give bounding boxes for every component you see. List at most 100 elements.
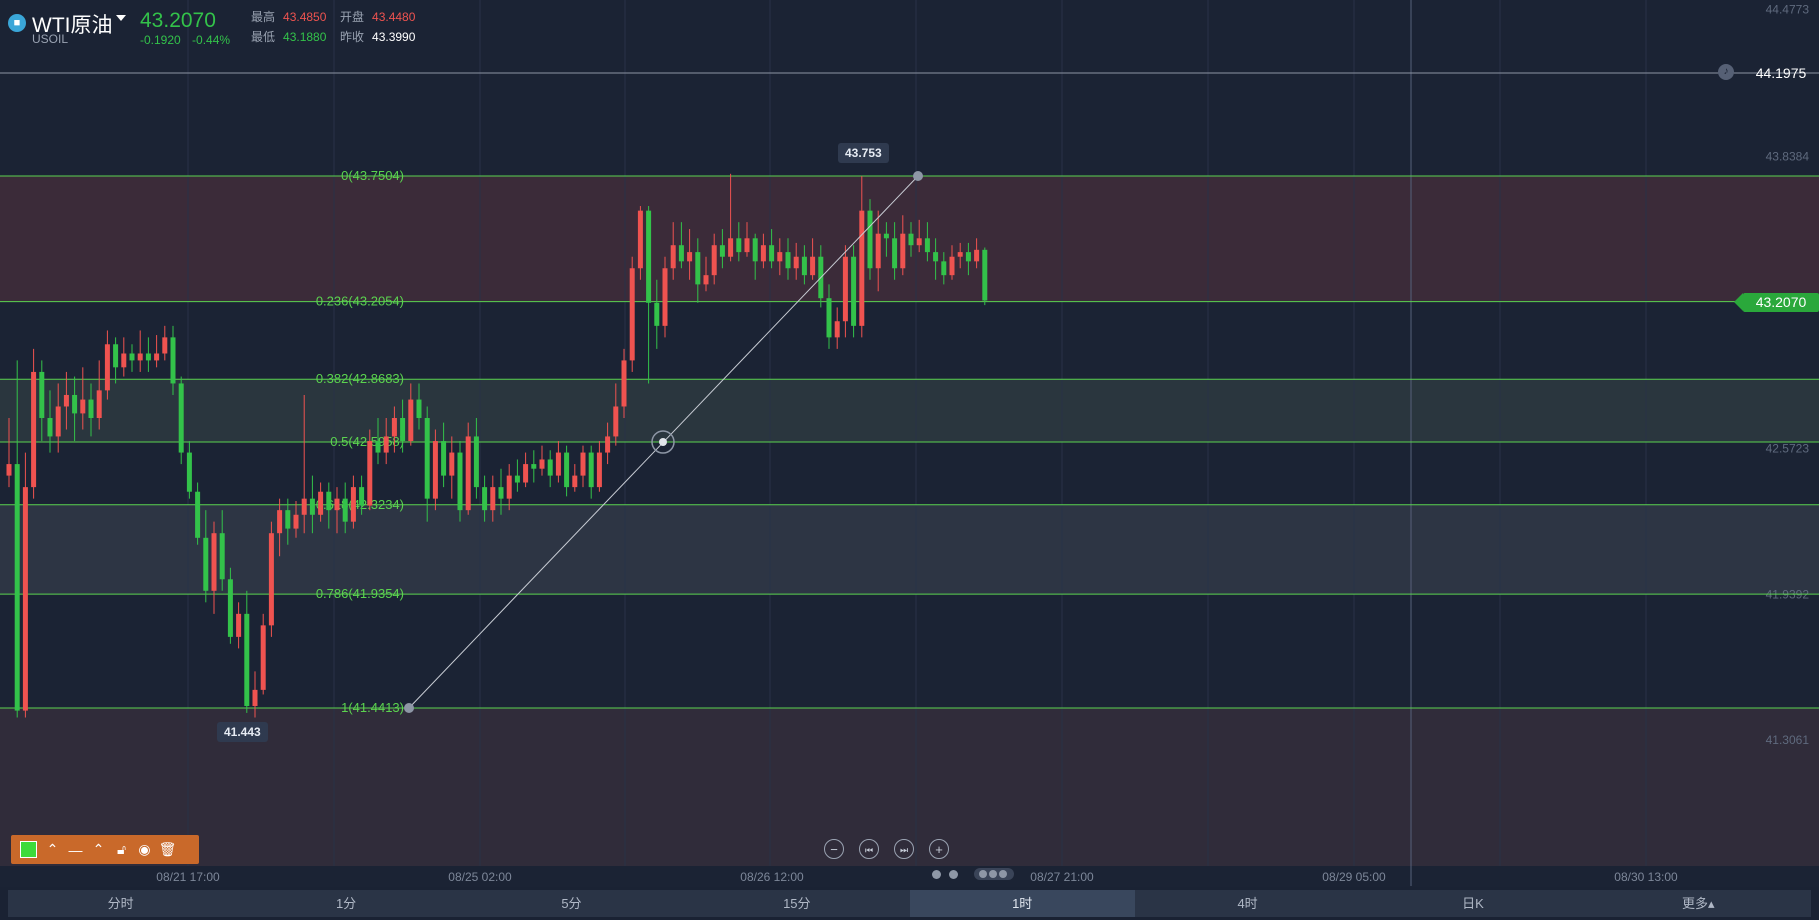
candle-body (875, 233, 881, 269)
candle-body (744, 238, 750, 253)
candle-body (892, 238, 898, 269)
candle-body (621, 360, 627, 407)
candle-body (629, 268, 635, 361)
candlestick-chart[interactable]: 44.477343.838442.572341.939241.30610(43.… (0, 0, 1819, 887)
fib-zone (0, 504, 1819, 595)
candle-body (769, 245, 775, 262)
candle-body (367, 441, 373, 506)
candle-body (441, 441, 447, 476)
time-axis-tick: 08/21 17:00 (156, 870, 220, 884)
tab-timeframe[interactable]: 4时 (1237, 896, 1258, 911)
candle-body (211, 533, 217, 591)
candle-body (334, 498, 340, 511)
candle-body (728, 238, 734, 257)
candle-body (236, 613, 242, 637)
fib-level-label: 0.786(41.9354) (316, 586, 404, 601)
current-price-tag: 43.2070 (1734, 293, 1819, 312)
candle-body (974, 249, 980, 262)
zoom-out-icon[interactable]: − (824, 839, 844, 859)
candle-body (203, 537, 209, 591)
candle-body (129, 353, 135, 361)
candle-body (424, 418, 430, 499)
stat-high: 最高 43.4850 (251, 10, 327, 24)
candle-body (498, 487, 504, 499)
fib-handle-ring (651, 430, 675, 454)
candle-body (22, 487, 28, 711)
scroll-dot-group[interactable] (974, 868, 1014, 880)
candle-body (96, 390, 102, 419)
candle-body (654, 302, 660, 326)
candle-body (605, 436, 611, 453)
candle-body (695, 252, 701, 285)
stat-open: 开盘 43.4480 (340, 10, 416, 24)
candle-body (301, 498, 307, 515)
time-axis-tick: 08/27 21:00 (1030, 870, 1094, 884)
candle-body (432, 441, 438, 499)
candle-body (637, 210, 643, 269)
skip-back-icon[interactable]: ⏮︎ (859, 839, 879, 859)
unlock-icon[interactable]: 🔓︎ (116, 841, 127, 857)
candle-body (482, 487, 488, 511)
skip-forward-icon[interactable]: ⏭︎ (894, 839, 914, 859)
price-axis-tick: 44.4773 (1766, 3, 1810, 17)
tab-timeframe[interactable]: 5分 (561, 896, 582, 911)
scroll-dot[interactable] (949, 869, 958, 879)
candle-body (449, 452, 455, 476)
color-swatch[interactable] (20, 841, 37, 858)
candle-body (539, 459, 545, 469)
zoom-controls: − ⏮︎ ⏭︎ + (824, 839, 964, 859)
scroll-dot[interactable] (932, 869, 941, 879)
candle-body (826, 298, 832, 338)
candle-body (687, 252, 693, 262)
tab-timeframe[interactable]: 1分 (335, 896, 357, 911)
candle-body (227, 579, 233, 637)
candle-body (350, 487, 356, 522)
symbol-dropdown-chevron-down-icon[interactable] (116, 15, 126, 21)
alert-price-tag: 44.1975 (1755, 65, 1807, 81)
candle-body (555, 452, 561, 476)
fib-zone (0, 442, 1819, 505)
candle-body (137, 353, 143, 361)
candle-body (318, 491, 324, 515)
fib-level-label: 1(41.4413) (341, 700, 404, 715)
candle-body (260, 625, 266, 690)
eye-icon[interactable]: ◉ (138, 841, 151, 857)
candle-body (14, 464, 20, 711)
tab-more[interactable]: 更多▴ (1682, 896, 1715, 911)
tab-timeframe[interactable]: 分时 (107, 896, 134, 911)
candle-body (867, 210, 873, 269)
zoom-in-icon[interactable]: + (929, 839, 949, 859)
chevron-up-icon[interactable]: ⌃ (46, 841, 59, 857)
time-axis-tick: 08/26 12:00 (740, 870, 804, 884)
candle-body (162, 337, 168, 354)
chevron-up-icon[interactable]: ⌃ (92, 841, 105, 857)
candle-body (883, 233, 889, 239)
candle-body (252, 689, 258, 706)
chart-scroll-indicator[interactable] (932, 868, 1014, 880)
tab-timeframe[interactable]: 15分 (783, 896, 811, 911)
candle-body (39, 371, 45, 419)
candle-body (490, 487, 496, 511)
fib-level-label: 0.236(43.2054) (316, 294, 404, 309)
candle-body (465, 436, 471, 511)
line-style-icon[interactable]: — (68, 841, 83, 858)
candle-body (63, 394, 69, 407)
candle-body (186, 452, 192, 492)
candle-body (900, 233, 906, 269)
symbol-name[interactable]: WTI原油 (32, 14, 113, 37)
candle-body (777, 252, 783, 262)
candle-body (88, 399, 94, 419)
change-percent: -0.44% (192, 33, 231, 47)
candle-body (851, 256, 857, 326)
scroll-dot (999, 870, 1007, 878)
candle-body (924, 238, 930, 253)
candle-body (760, 245, 766, 262)
candle-body (736, 238, 742, 253)
trash-icon[interactable]: 🗑︎ (158, 841, 177, 857)
alert-bell-icon[interactable]: ♪ (1718, 64, 1734, 80)
chart-area[interactable]: 44.4773 43.8384 42.5723 41.9392 41.3061 0(43.… (0, 0, 1819, 887)
tab-timeframe-active[interactable]: 1时 (909, 890, 1135, 917)
tab-timeframe[interactable]: 日K (1462, 896, 1484, 911)
low-annotation: 41.443 (217, 722, 268, 742)
candle-body (506, 475, 512, 499)
